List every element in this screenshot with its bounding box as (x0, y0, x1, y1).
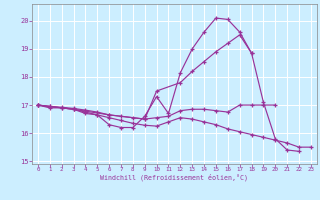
X-axis label: Windchill (Refroidissement éolien,°C): Windchill (Refroidissement éolien,°C) (100, 174, 248, 181)
